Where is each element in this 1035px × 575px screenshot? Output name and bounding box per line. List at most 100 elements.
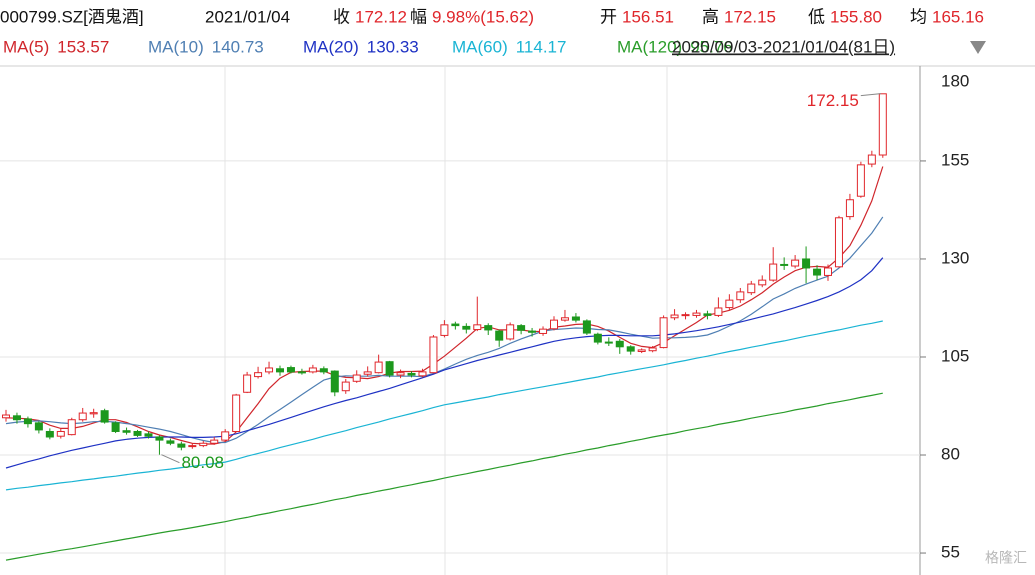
high-annotation: 172.15 <box>807 91 859 110</box>
candle-body <box>517 325 526 331</box>
candle-body <box>243 374 252 393</box>
candle-body <box>791 259 800 267</box>
candle-body <box>122 430 131 433</box>
candle-body <box>100 410 109 423</box>
candle-body <box>341 381 350 392</box>
candle-body <box>484 325 493 331</box>
candle-body <box>878 93 887 156</box>
candle-body <box>856 164 865 197</box>
range-label[interactable]: 2020/09/03-2021/01/04(81日) <box>672 37 895 56</box>
quote-label: 幅 <box>410 7 427 26</box>
candle-body <box>626 346 635 352</box>
quote-value: 165.16 <box>932 7 984 26</box>
candle-body <box>758 279 767 286</box>
candle-body <box>648 347 657 352</box>
candle-body <box>56 430 65 437</box>
legend-value: 114.17 <box>516 37 567 56</box>
candle-body <box>550 319 558 330</box>
y-tick-label: 180 <box>941 71 969 90</box>
candle-body <box>155 436 164 441</box>
legend-value: 140.73 <box>212 37 264 56</box>
candle-body <box>703 313 712 316</box>
candle-body <box>582 320 591 334</box>
candles: 172.15 80.08 <box>2 91 887 472</box>
grid: 55 80 105 130 155 180 <box>0 71 969 562</box>
candle-body <box>23 418 32 425</box>
legend-value: 95.76 <box>690 37 733 56</box>
candle-body <box>385 361 394 376</box>
candle-body <box>221 431 230 441</box>
candle-body <box>867 154 876 165</box>
y-tick-label: 155 <box>941 150 969 169</box>
candle-body <box>330 370 339 393</box>
candle-body <box>407 372 416 376</box>
candle-body <box>67 419 76 436</box>
y-tick-label: 55 <box>941 543 960 562</box>
candle-body <box>769 263 778 281</box>
ma-line <box>5 166 884 445</box>
candle-body <box>834 217 843 268</box>
quote-label: 均 <box>910 7 927 26</box>
ma-lines <box>5 166 884 561</box>
title: 000799.SZ[酒鬼酒] <box>0 7 144 26</box>
candle-body <box>111 422 120 432</box>
y-tick-label: 80 <box>941 444 960 463</box>
candle-body <box>604 341 613 344</box>
ma-line <box>5 320 883 491</box>
candle-body <box>363 371 372 375</box>
quote-label: 低 <box>808 7 825 26</box>
legend-name: MA(5) <box>3 37 49 56</box>
candle-body <box>681 314 690 317</box>
quote-value: 156.51 <box>622 7 674 26</box>
candle-body <box>352 374 361 382</box>
y-tick-label: 130 <box>941 248 969 267</box>
candle-body <box>593 333 602 343</box>
candle-body <box>560 317 569 321</box>
header: 000799.SZ[酒鬼酒] 2021/01/04 收 172.12 幅 9.98%(… <box>0 7 984 56</box>
dropdown-arrow[interactable] <box>970 41 986 54</box>
candle-body <box>802 258 811 269</box>
candle-body <box>78 412 87 421</box>
annotation-pointer <box>860 93 881 97</box>
candle-body <box>232 394 241 432</box>
candle-body <box>308 367 317 373</box>
legend-name: MA(60) <box>452 37 508 56</box>
candle-body <box>725 299 734 309</box>
candle-body <box>144 433 153 437</box>
candle-body <box>166 440 175 444</box>
candle-body <box>528 330 537 333</box>
candle-body <box>440 324 449 336</box>
quote-value: 172.15 <box>724 7 776 26</box>
candle-body <box>824 267 832 276</box>
candle-body <box>177 443 186 448</box>
legend-name: MA(120) <box>617 37 682 56</box>
legend-value: 153.57 <box>57 37 109 56</box>
candle-body <box>462 325 471 330</box>
candle-body <box>2 414 10 419</box>
quote-label: 高 <box>702 7 719 26</box>
candle-body <box>473 324 482 331</box>
quote-value: 155.80 <box>830 7 882 26</box>
candle-body <box>615 340 624 348</box>
candle-body <box>12 415 21 421</box>
candle-body <box>396 372 405 376</box>
candle-body <box>736 291 745 301</box>
candle-body <box>276 368 284 373</box>
quote-label: 收 <box>333 7 350 26</box>
candle-body <box>659 317 668 349</box>
candle-body <box>265 367 274 373</box>
candle-body <box>199 442 208 447</box>
ma-line <box>5 257 884 469</box>
candle-body <box>692 312 701 316</box>
ma-line <box>5 392 883 561</box>
watermark: 格隆汇 <box>985 550 1027 566</box>
candle-body <box>210 439 219 444</box>
candle-body <box>670 314 679 319</box>
quote-value: 172.12 <box>355 7 407 26</box>
candle-body <box>845 199 854 218</box>
candle-body <box>451 323 460 327</box>
candle-body <box>780 263 789 266</box>
